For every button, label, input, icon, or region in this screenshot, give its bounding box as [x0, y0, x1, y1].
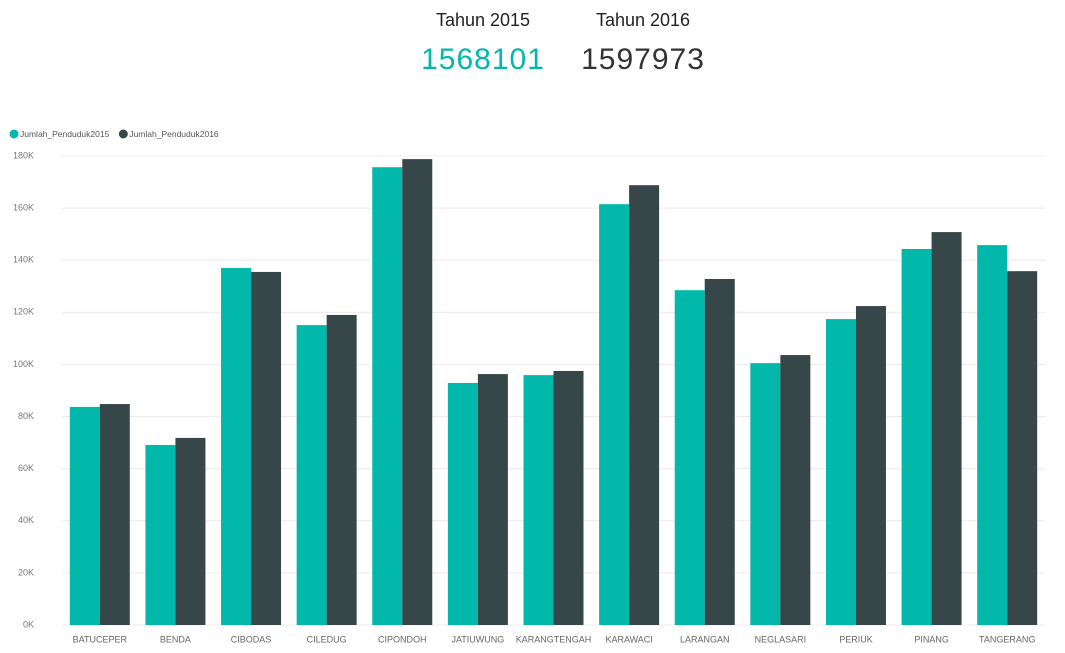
bar	[931, 232, 962, 626]
bar	[977, 245, 1008, 626]
card-value: 1597973	[581, 43, 705, 76]
bar	[372, 167, 403, 625]
x-tick-label: TANGERANG	[979, 634, 1035, 644]
bar	[69, 406, 100, 625]
y-tick-label: 20K	[18, 567, 34, 577]
bar	[296, 325, 327, 625]
bar	[447, 382, 478, 625]
y-tick-label: 100K	[13, 359, 34, 369]
bar	[704, 278, 735, 625]
bar	[750, 363, 781, 625]
card-title: Tahun 2016	[596, 10, 690, 30]
bar	[1007, 271, 1038, 625]
x-tick-label: KARANGTENGAH	[516, 634, 592, 644]
y-tick-label: 140K	[13, 255, 34, 265]
legend-marker	[118, 129, 128, 139]
x-tick-label: BATUCEPER	[73, 634, 128, 644]
bar	[674, 290, 705, 625]
x-tick-label: BENDA	[160, 634, 191, 644]
bar	[326, 314, 357, 625]
bar	[855, 306, 886, 625]
y-tick-label: 160K	[13, 202, 34, 212]
legend-label: Jumlah_Penduduk2016	[129, 129, 219, 139]
bar	[780, 355, 811, 625]
x-tick-label: JATIUWUNG	[451, 634, 504, 644]
bar	[477, 374, 508, 625]
card-value: 1568101	[421, 43, 545, 76]
legend-label: Jumlah_Penduduk2015	[20, 129, 110, 139]
x-tick-label: CIPONDOH	[378, 634, 427, 644]
bar	[523, 375, 554, 625]
bar	[901, 249, 932, 626]
x-tick-label: CILEDUG	[307, 634, 347, 644]
bar	[175, 437, 206, 625]
bar	[221, 268, 252, 625]
x-tick-label: PINANG	[914, 634, 949, 644]
bar	[402, 159, 433, 626]
card-title: Tahun 2015	[436, 10, 530, 30]
legend-marker	[9, 129, 19, 139]
x-tick-label: CIBODAS	[231, 634, 272, 644]
x-tick-label: LARANGAN	[680, 634, 730, 644]
bar	[629, 185, 660, 625]
bar	[145, 444, 176, 625]
bar	[251, 271, 282, 625]
y-tick-label: 180K	[13, 150, 34, 160]
bar	[99, 404, 130, 625]
bar	[599, 204, 630, 626]
y-tick-label: 80K	[18, 411, 34, 421]
x-tick-label: PERIUK	[839, 634, 873, 644]
x-tick-label: NEGLASARI	[755, 634, 807, 644]
x-tick-label: KARAWACI	[605, 634, 652, 644]
y-tick-label: 120K	[13, 307, 34, 317]
y-tick-label: 60K	[18, 463, 34, 473]
y-tick-label: 40K	[18, 515, 34, 525]
y-tick-label: 0K	[23, 619, 34, 629]
bar	[825, 319, 856, 625]
bar	[553, 370, 584, 625]
